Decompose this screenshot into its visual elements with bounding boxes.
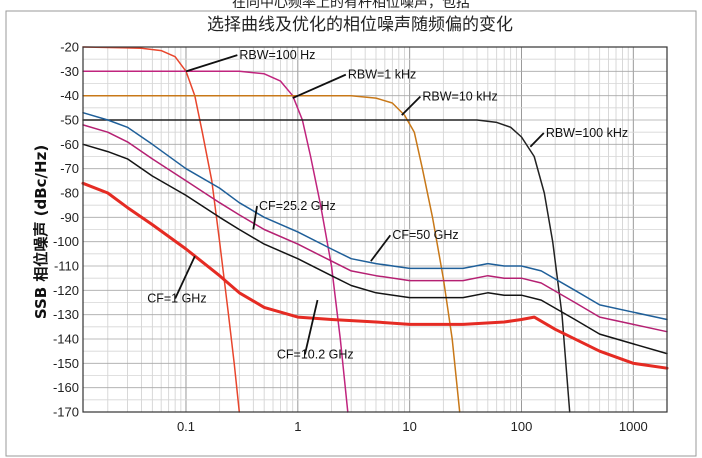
series-line-rbw-100-khz [82,119,571,413]
annotation-leader [370,234,392,262]
y-axis-label: SSB 相位噪声 (dBc/Hz) [32,145,50,319]
annotation-label: RBW=100 Hz [239,48,315,62]
y-tick-label: -120 [53,283,79,298]
x-tick-label: 1000 [619,419,648,434]
y-tick-label: -100 [53,234,79,249]
series-line-cf-10.2-ghz [82,143,668,355]
annotation-leader [292,73,347,99]
annotation-label: RBW=100 kHz [546,126,628,140]
annotation-label: RBW=10 kHz [422,90,497,104]
y-tick-label: -70 [60,161,79,176]
x-tick-label: 100 [511,419,533,434]
y-tick-label: -50 [60,113,79,128]
annotation-label: CF=1 GHz [147,292,206,306]
annotation-label: CF=50 GHz [392,228,458,242]
y-tick-label: -40 [60,88,79,103]
y-tick-label: -20 [60,40,79,55]
y-tick-label: -140 [53,332,79,347]
y-tick-label: -110 [54,259,79,274]
y-tick-label: -130 [53,307,79,322]
x-tick-labels: 0.1 1 10 100 1000 [177,419,648,434]
annotation-label: CF=25.2 GHz [259,199,336,213]
plot-border [82,46,668,413]
y-tick-label: -150 [53,356,79,371]
y-tick-label: -80 [60,186,79,201]
y-tick-label: -90 [60,210,79,225]
annotation-label: CF=10.2 GHz [277,347,354,361]
annotation-leader [174,255,196,299]
series-line-rbw-10-khz [82,94,461,413]
x-tick-label: 0.1 [177,419,195,434]
annotation-leader [252,205,258,230]
annotation-label: RBW=1 kHz [348,68,416,82]
y-tick-label: -30 [60,64,79,79]
series-line-cf-25.2-ghz [82,111,668,321]
series-line-cf-50-ghz [82,124,668,333]
x-tick-label: 1 [294,419,301,434]
series-line-cf-1-ghz [81,181,669,370]
y-tick-labels: -20 -30 -40 -50 -60 -70 -80 -90 -100 -110 -120 -130… [53,40,79,420]
x-tick-label: 10 [402,419,416,434]
top-caption: 在同中心频率上的有杆相位噪声，包括 [232,0,470,11]
chart-title: 选择曲线及优化的相位噪声随频偏的变化 [207,15,513,35]
annotation-leader [304,299,319,355]
series-group [81,46,669,413]
annotation-leader [185,54,238,73]
y-tick-label: -160 [53,380,79,395]
annotation-leader [529,132,545,148]
y-tick-label: -170 [53,405,79,420]
series-line-rbw-100-hz [82,46,241,413]
annotations: RBW=100 Hz RBW=1 kHz RBW=10 kHz RBW=100 kHz… [147,48,628,361]
figure-border [5,10,697,457]
y-tick-label: -60 [60,137,79,152]
annotation-leader [401,95,422,116]
plot-area: -20 -30 -40 -50 -60 -70 -80 -90 -100 -110 -120 -130… [53,40,669,434]
